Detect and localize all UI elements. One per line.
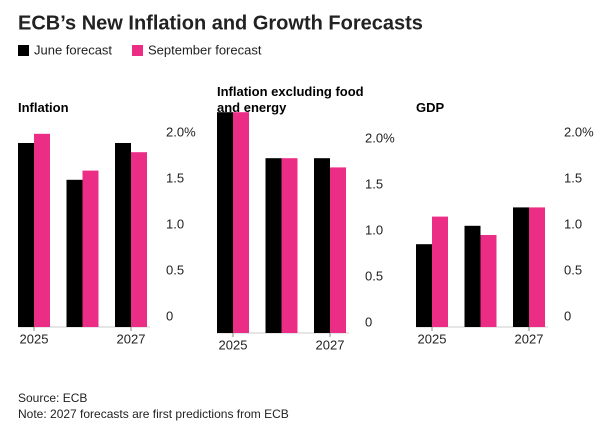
legend-swatch bbox=[18, 45, 29, 56]
y-tick-label: 1.5 bbox=[564, 170, 582, 185]
source: Source: ECB bbox=[18, 391, 87, 405]
x-tick-label: 2027 bbox=[117, 331, 146, 346]
x-tick-label: 2025 bbox=[219, 337, 248, 352]
bar bbox=[265, 158, 282, 333]
bar bbox=[217, 112, 233, 333]
x-tick-label: 2025 bbox=[418, 331, 447, 346]
y-tick-label: 0.5 bbox=[365, 268, 383, 283]
y-tick-label: 1.0 bbox=[365, 222, 383, 237]
panel-title: Inflation bbox=[18, 100, 69, 115]
bar bbox=[18, 143, 34, 327]
y-tick-label: 1.5 bbox=[166, 170, 184, 185]
legend-label: September forecast bbox=[148, 42, 262, 57]
bar bbox=[480, 235, 497, 327]
panel-title: Inflation excluding food and energy bbox=[217, 84, 364, 115]
y-tick-label: 1.5 bbox=[365, 176, 383, 191]
legend-swatch bbox=[132, 45, 143, 56]
x-tick-label: 2025 bbox=[20, 331, 49, 346]
bar bbox=[513, 207, 529, 327]
x-tick-label: 2027 bbox=[316, 337, 345, 352]
y-tick-label: 0.5 bbox=[564, 262, 582, 277]
y-tick-label: 2.0% bbox=[564, 124, 594, 139]
bar bbox=[314, 158, 330, 333]
panel-title: GDP bbox=[416, 100, 445, 115]
bar bbox=[464, 225, 481, 327]
y-tick-label: 0 bbox=[166, 308, 173, 323]
bar bbox=[115, 143, 131, 327]
bar bbox=[330, 167, 346, 333]
chart-title: ECB’s New Inflation and Growth Forecasts bbox=[18, 12, 423, 34]
bar bbox=[416, 244, 432, 327]
bar bbox=[131, 152, 147, 327]
bar bbox=[432, 216, 448, 327]
y-tick-label: 2.0% bbox=[166, 124, 196, 139]
note: Note: 2027 forecasts are first predictio… bbox=[18, 407, 289, 421]
y-tick-label: 0 bbox=[564, 308, 571, 323]
bar bbox=[66, 179, 83, 327]
x-tick-label: 2027 bbox=[515, 331, 544, 346]
y-tick-label: 1.0 bbox=[166, 216, 184, 231]
bar bbox=[529, 207, 545, 327]
y-tick-label: 0.5 bbox=[166, 262, 184, 277]
y-tick-label: 2.0% bbox=[365, 130, 395, 145]
bar bbox=[82, 170, 99, 327]
bar bbox=[233, 112, 249, 333]
y-tick-label: 0 bbox=[365, 314, 372, 329]
y-tick-label: 1.0 bbox=[564, 216, 582, 231]
bar bbox=[281, 158, 298, 333]
bar bbox=[34, 133, 50, 327]
legend-label: June forecast bbox=[34, 42, 112, 57]
